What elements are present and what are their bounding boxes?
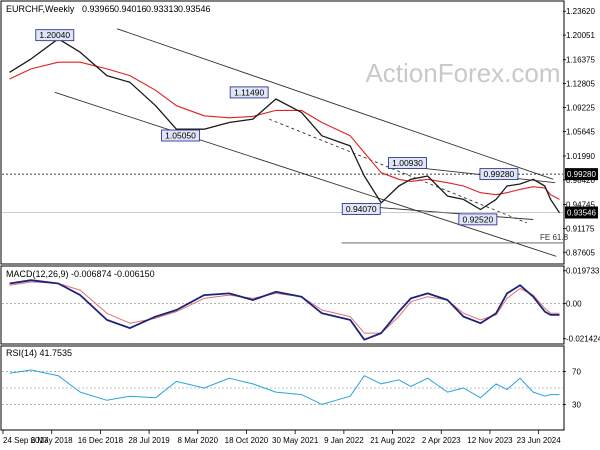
time-axis-label: 8 Mar 2020 xyxy=(178,436,219,445)
time-axis-label: 6 May 2018 xyxy=(31,436,73,445)
price-line xyxy=(9,38,561,214)
macd-plot-area xyxy=(2,279,563,341)
highlight-level-tag-bg xyxy=(565,168,598,181)
price-level-annotation: 0.99280 xyxy=(479,168,519,181)
fib-level-label: FE 61.8 xyxy=(540,233,569,242)
rsi-line xyxy=(9,369,560,405)
time-axis-label: 21 Aug 2022 xyxy=(370,436,415,445)
price-axis-label: 1.16375 xyxy=(566,56,595,65)
highlight-level-tag-label: 0.99280 xyxy=(567,170,596,179)
current-price-tag-label: 0.93546 xyxy=(567,208,596,217)
price-axis-label: 1.20051 xyxy=(566,31,595,40)
rsi-axis: 70 30 xyxy=(563,368,581,409)
price-axis: 1.23620 1.20051 1.16375 1.12805 1.09225 1.056… xyxy=(563,7,598,257)
trendline xyxy=(268,118,527,224)
rsi-panel-frame xyxy=(0,345,565,431)
price-axis-label: 0.91175 xyxy=(566,224,595,233)
trendline xyxy=(54,91,557,257)
macd-axis-label: 0.00 xyxy=(566,299,582,308)
price-level-annotation: 1.05050 xyxy=(161,129,200,142)
price-axis-label: 0.87605 xyxy=(566,248,595,257)
rsi-label: RSI(14) 41.7535 xyxy=(6,348,72,358)
macd-label: MACD(12,26,9) -0.006874 -0.006150 xyxy=(6,269,155,279)
annotation-box xyxy=(458,213,498,226)
annotation-box xyxy=(479,168,519,181)
trendline xyxy=(116,28,554,180)
rsi-axis-label: 30 xyxy=(572,400,581,409)
price-axis-label: 0.94745 xyxy=(566,200,595,209)
annotation-label: 0.94070 xyxy=(346,204,377,214)
annotation-label: 1.00930 xyxy=(392,158,423,168)
price-panel: ActionForex.com EURCHF,Weekly 0.93965 0.… xyxy=(0,0,598,265)
price-axis-label: 0.98420 xyxy=(566,176,595,185)
time-axis-label: 12 Nov 2023 xyxy=(467,436,513,445)
time-axis-label: 24 Sep 2017 xyxy=(3,436,49,445)
rsi-plot-area xyxy=(2,369,563,405)
watermark: ActionForex.com xyxy=(365,58,560,88)
annotation-box xyxy=(388,157,427,169)
price-level-annotation: 0.92520 xyxy=(458,213,498,226)
price-plot-area: FE 61.8 1.20040 1.05050 1.11490 1.00930 0.940… xyxy=(2,28,569,257)
time-axis-label: 23 Jun 2024 xyxy=(517,436,562,445)
price-ohlc-close: 0.93546 xyxy=(178,4,211,14)
price-title: EURCHF,Weekly xyxy=(6,4,75,14)
macd-panel-frame xyxy=(0,265,565,345)
macd-signal-line xyxy=(9,281,560,334)
annotation-label: 1.20040 xyxy=(39,30,70,40)
highlight-level-tag: 0.99280 xyxy=(565,168,598,181)
time-axis-label: 30 May 2021 xyxy=(272,436,319,445)
macd-axis-label: -0.021424 xyxy=(566,335,600,344)
price-ohlc-open: 0.93965 xyxy=(82,4,115,14)
price-axis-label: 1.01990 xyxy=(566,152,595,161)
rsi-panel: RSI(14) 41.7535 70 30 xyxy=(0,345,581,431)
price-level-annotation: 0.94070 xyxy=(341,203,381,215)
price-axis-label: 1.12805 xyxy=(566,80,595,89)
macd-panel: MACD(12,26,9) -0.006874 -0.006150 0.0197… xyxy=(0,265,600,345)
price-level-annotation: 1.00930 xyxy=(388,157,427,169)
current-price-tag: 0.93546 xyxy=(565,206,598,219)
time-axis-label: 2 Apr 2023 xyxy=(422,436,461,445)
trendline xyxy=(361,205,534,220)
time-axis-label: 9 Jan 2022 xyxy=(324,436,364,445)
annotation-label: 0.92520 xyxy=(462,214,493,224)
macd-line xyxy=(9,279,560,341)
annotation-label: 0.99280 xyxy=(484,169,515,179)
annotation-label: 1.11490 xyxy=(234,87,264,97)
price-axis-label: 1.09225 xyxy=(566,104,595,113)
annotation-box xyxy=(35,29,75,42)
price-ohlc-low: 0.93313 xyxy=(146,4,179,14)
time-axis-label: 18 Oct 2020 xyxy=(225,436,269,445)
annotation-box xyxy=(341,203,381,215)
annotation-box xyxy=(161,129,200,142)
annotation-label: 1.05050 xyxy=(165,131,196,141)
price-axis-label: 1.23620 xyxy=(566,7,595,16)
macd-axis-label: 0.019733 xyxy=(566,267,600,276)
macd-axis: 0.019733 0.00 -0.021424 xyxy=(563,267,600,344)
annotation-box xyxy=(229,86,269,99)
price-axis-label: 1.05645 xyxy=(566,128,595,137)
price-level-annotation: 1.20040 xyxy=(35,29,75,42)
price-ohlc-high: 0.94016 xyxy=(114,4,147,14)
price-level-annotation: 1.11490 xyxy=(229,86,269,99)
moving-average-line xyxy=(9,61,560,200)
time-axis-label: 16 Dec 2018 xyxy=(78,436,124,445)
current-price-tag-bg xyxy=(565,206,598,219)
rsi-axis-label: 70 xyxy=(572,368,581,377)
time-axis-label: 28 Jul 2019 xyxy=(128,436,170,445)
price-panel-frame xyxy=(0,0,565,265)
